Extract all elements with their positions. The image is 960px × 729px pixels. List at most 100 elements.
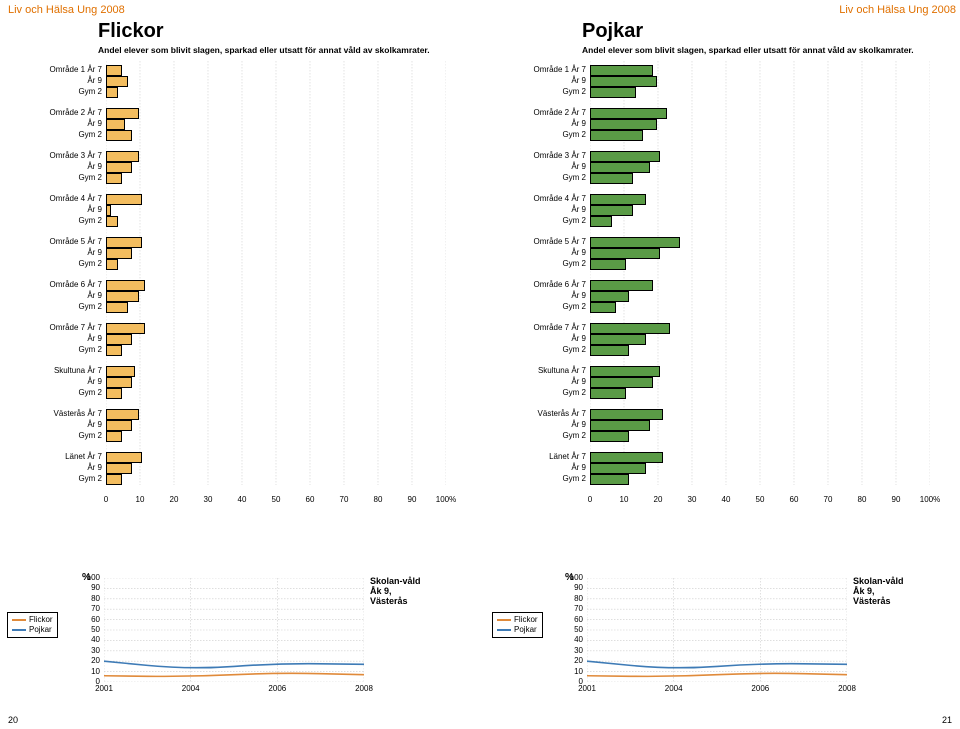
bar [590,323,670,334]
bar [590,237,680,248]
bar [590,65,653,76]
bar-label: År 9 [8,76,102,85]
bar-label: Område 3 År 7 [492,151,586,160]
bar-label: År 9 [492,334,586,343]
bar-label: Gym 2 [492,345,586,354]
bar-label: Område 7 År 7 [492,323,586,332]
bar-label: Gym 2 [492,388,586,397]
barchart-left: 0102030405060708090100%Område 1 År 7År 9… [8,61,472,511]
bar [106,76,128,87]
bar-label: Gym 2 [8,87,102,96]
bar-label: Gym 2 [8,173,102,182]
bar [590,151,660,162]
legend-pojkar: Pojkar [514,625,537,634]
bar [106,162,132,173]
bar [590,87,636,98]
bar-label: År 9 [8,334,102,343]
bar [590,108,667,119]
bar [590,452,663,463]
bar-label: År 9 [8,119,102,128]
bar [106,108,139,119]
bar-label: År 9 [492,162,586,171]
bar [590,431,629,442]
bar [106,237,142,248]
bar-label: Gym 2 [492,216,586,225]
bar [106,173,122,184]
bar-label: År 9 [8,248,102,257]
bar [106,366,135,377]
bar [590,259,626,270]
bar-label: Område 1 År 7 [8,65,102,74]
bar [106,259,118,270]
bar-label: Gym 2 [492,302,586,311]
trendchart-right: % Skolan-våldÅk 9, Västerås 010203040506… [543,578,909,696]
bar [590,291,629,302]
bar [106,302,128,313]
title-left: Flickor [8,20,472,43]
bar-label: Västerås År 7 [8,409,102,418]
bar-label: År 9 [492,463,586,472]
bar [590,420,650,431]
bar [106,119,125,130]
legend-pojkar: Pojkar [29,625,52,634]
bar-label: Västerås År 7 [492,409,586,418]
subtitle-left: Andel elever som blivit slagen, sparkad … [8,45,472,55]
trendchart-left: % Skolan-våldÅk 9, Västerås 010203040506… [60,578,426,696]
legend-flickor: Flickor [29,615,53,624]
bar-label: År 9 [8,420,102,429]
bar-label: År 9 [8,463,102,472]
bar-label: Skultuna År 7 [8,366,102,375]
bar [590,366,660,377]
bar [590,205,633,216]
bar-label: Gym 2 [492,431,586,440]
bar [590,162,650,173]
bar-label: Gym 2 [8,431,102,440]
bar-label: Område 5 År 7 [8,237,102,246]
trend-title-left: Skolan-våldÅk 9, Västerås [370,576,426,606]
bar [106,194,142,205]
barchart-right: 0102030405060708090100%Område 1 År 7År 9… [492,61,956,511]
bar-label: Gym 2 [8,302,102,311]
brand-right: Liv och Hälsa Ung 2008 [492,4,956,16]
bar [590,409,663,420]
bar [590,194,646,205]
bar [106,420,132,431]
page-num-right: 21 [942,715,952,725]
bar-label: Gym 2 [8,216,102,225]
bar [590,280,653,291]
bar-label: Gym 2 [492,173,586,182]
bar-label: Område 2 År 7 [8,108,102,117]
bar-label: Område 6 År 7 [8,280,102,289]
bar-label: År 9 [492,377,586,386]
bar [590,345,629,356]
bar-label: Gym 2 [492,474,586,483]
bar [590,334,646,345]
panel-right: Liv och Hälsa Ung 2008 Pojkar Andel elev… [492,4,956,511]
bar [106,87,118,98]
brand-left: Liv och Hälsa Ung 2008 [8,4,472,16]
bar-label: Länet År 7 [492,452,586,461]
bar-label: Länet År 7 [8,452,102,461]
panel-left: Liv och Hälsa Ung 2008 Flickor Andel ele… [8,4,472,511]
bar [106,345,122,356]
bar-label: Gym 2 [8,474,102,483]
bar [106,463,132,474]
bar [106,216,118,227]
bar-label: Område 3 År 7 [8,151,102,160]
bar [106,205,111,216]
bar [106,431,122,442]
bar-label: År 9 [8,162,102,171]
bar-label: Gym 2 [8,388,102,397]
bar [106,280,145,291]
title-right: Pojkar [492,20,956,43]
bar [106,452,142,463]
bar-label: År 9 [492,205,586,214]
bar [106,323,145,334]
bar [106,151,139,162]
bar [590,248,660,259]
bar [590,302,616,313]
bar [106,334,132,345]
bar [106,409,139,420]
bar-label: År 9 [492,248,586,257]
bar [590,216,612,227]
